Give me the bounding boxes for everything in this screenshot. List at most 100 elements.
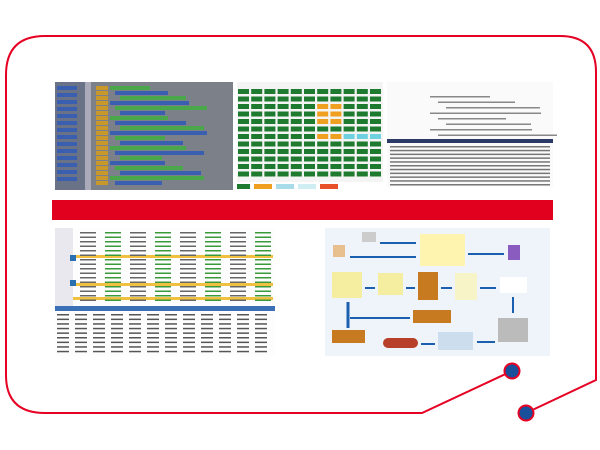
status-block: [343, 141, 355, 147]
table-cell: [165, 323, 177, 325]
status-block: [317, 164, 329, 169]
palette-block: [57, 107, 77, 111]
table-cell: [180, 250, 196, 252]
status-block: [304, 156, 315, 162]
table-cell: [205, 295, 221, 297]
status-block: [251, 149, 263, 154]
status-block: [238, 126, 249, 132]
status-block: [304, 171, 315, 177]
table-cell: [237, 323, 249, 325]
code-block: [120, 156, 162, 160]
table-cell: [57, 318, 69, 321]
table-cell: [155, 259, 171, 261]
code-block: [96, 101, 108, 105]
table-cell: [255, 272, 271, 274]
table-cell: [130, 290, 146, 292]
log-line: [390, 146, 550, 148]
code-block: [120, 126, 204, 130]
table-cell: [255, 299, 271, 301]
code-block: [120, 96, 186, 100]
code-block: [96, 106, 108, 110]
status-block: [317, 104, 329, 109]
status-block: [343, 111, 355, 117]
table-cell: [255, 236, 271, 238]
table-cell: [80, 241, 96, 243]
table-cell: [155, 254, 171, 256]
status-block: [330, 119, 342, 124]
table-cell: [105, 268, 121, 270]
status-block: [330, 134, 342, 139]
status-grid-panel: [237, 82, 383, 189]
table-cell: [183, 323, 195, 325]
table-cell: [80, 254, 96, 256]
table-cell: [155, 272, 171, 274]
table-cell: [255, 341, 267, 344]
status-block: [251, 164, 263, 169]
table-cell: [165, 327, 177, 330]
status-block: [317, 89, 329, 94]
table-cell: [219, 318, 231, 321]
red-frame: [5, 35, 597, 414]
table-cell: [80, 290, 96, 292]
table-cell: [255, 346, 267, 348]
table-cell: [57, 341, 69, 344]
table-cell: [130, 236, 146, 238]
status-block: [304, 134, 315, 139]
table-cell: [57, 337, 69, 339]
table-cell: [183, 346, 195, 348]
table-cell: [93, 350, 105, 353]
code-block: [96, 166, 108, 170]
code-line: [430, 112, 541, 114]
palette-block: [57, 142, 77, 146]
palette-block: [57, 100, 77, 104]
code-block: [96, 161, 108, 165]
table-cell: [105, 281, 121, 283]
table-cell: [205, 272, 221, 274]
table-cell: [230, 286, 246, 288]
status-block: [317, 134, 329, 139]
table-cell: [219, 337, 231, 339]
status-block: [370, 104, 381, 109]
code-line: [438, 118, 506, 120]
status-block: [238, 164, 249, 169]
code-editor-panel: [387, 82, 557, 187]
table-cell: [155, 250, 171, 252]
status-block: [238, 96, 249, 102]
table-cell: [180, 295, 196, 297]
log-line: [390, 180, 550, 182]
code-block: [110, 86, 150, 90]
status-block: [330, 156, 342, 162]
status-block: [370, 96, 381, 102]
status-block: [317, 126, 329, 132]
table-cell: [201, 337, 213, 339]
table-cell: [147, 327, 159, 330]
palette-block: [57, 114, 77, 118]
status-block: [290, 134, 302, 139]
palette-block: [57, 163, 77, 167]
code-block: [96, 151, 108, 155]
code-block: [110, 176, 204, 180]
code-block: [96, 91, 108, 95]
table-cell: [230, 241, 246, 243]
status-block: [317, 119, 329, 124]
table-cell: [57, 323, 69, 325]
status-block: [238, 171, 249, 177]
table-cell: [183, 327, 195, 330]
table-cell: [183, 318, 195, 321]
table-cell: [80, 250, 96, 252]
code-block: [120, 141, 183, 145]
table-cell: [130, 241, 146, 243]
table-cell: [75, 327, 87, 330]
table-cell: [201, 318, 213, 321]
table-cell: [75, 337, 87, 339]
status-block: [238, 156, 249, 162]
table-cell: [180, 299, 196, 301]
code-block: [96, 121, 108, 125]
table-cell: [155, 236, 171, 238]
status-block: [238, 104, 249, 109]
status-block: [290, 119, 302, 124]
table-cell: [165, 346, 177, 348]
table-cell: [93, 341, 105, 344]
table-cell: [255, 350, 267, 353]
table-cell: [205, 259, 221, 261]
